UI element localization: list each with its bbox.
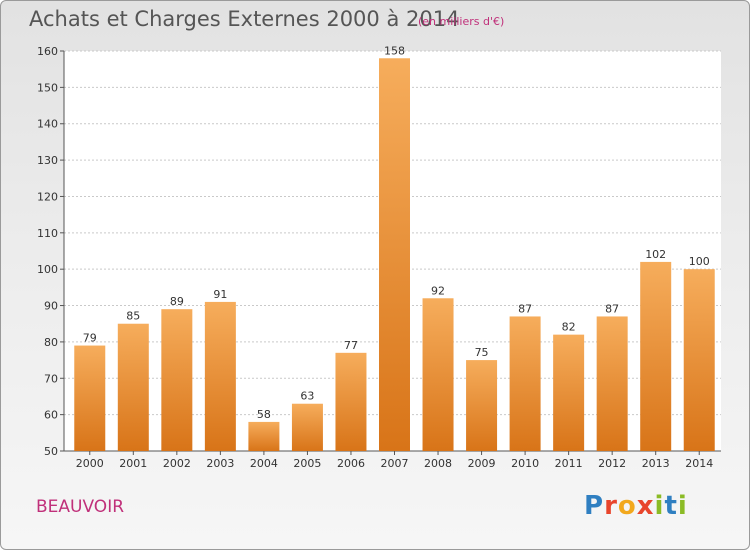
bar	[422, 298, 454, 451]
x-tick-label: 2010	[511, 457, 539, 470]
chart-subtitle: (en milliers d'€)	[418, 15, 505, 28]
x-tick-label: 2003	[206, 457, 234, 470]
x-tick-label: 2001	[119, 457, 147, 470]
x-tick-label: 2012	[598, 457, 626, 470]
bar	[117, 323, 149, 451]
bar	[74, 345, 106, 451]
x-tick-label: 2000	[76, 457, 104, 470]
bar	[466, 360, 498, 451]
data-label: 79	[83, 332, 97, 345]
bar	[509, 316, 541, 451]
bar	[161, 309, 193, 451]
data-label: 63	[300, 390, 314, 403]
data-label: 89	[170, 295, 184, 308]
chart-title: Achats et Charges Externes 2000 à 2014	[29, 7, 460, 31]
x-tick-label: 2011	[555, 457, 583, 470]
data-label: 100	[689, 255, 710, 268]
x-tick-label: 2013	[642, 457, 670, 470]
logo-letter: o	[617, 491, 637, 521]
bar	[553, 334, 585, 451]
bar	[640, 261, 672, 451]
bar	[291, 403, 323, 451]
data-label: 58	[257, 408, 271, 421]
y-tick-label: 50	[44, 445, 58, 458]
logo-letter: x	[636, 491, 655, 521]
logo-letter: t	[664, 491, 678, 521]
data-label: 158	[384, 44, 405, 57]
data-label: 87	[605, 302, 619, 315]
y-tick-label: 100	[37, 263, 58, 276]
bar	[248, 421, 280, 451]
logo-letter: i	[677, 491, 688, 521]
x-tick-label: 2009	[468, 457, 496, 470]
bar	[379, 58, 410, 451]
logo-letter: P	[584, 491, 605, 521]
bar	[335, 352, 367, 451]
data-label: 91	[213, 288, 227, 301]
y-tick-label: 90	[44, 300, 58, 313]
y-tick-label: 150	[37, 81, 58, 94]
x-tick-label: 2004	[250, 457, 278, 470]
bar	[596, 316, 628, 451]
x-tick-label: 2014	[685, 457, 713, 470]
y-tick-label: 140	[37, 118, 58, 131]
data-label: 102	[645, 248, 666, 261]
y-tick-label: 80	[44, 336, 58, 349]
x-tick-label: 2002	[163, 457, 191, 470]
data-label: 85	[126, 310, 140, 323]
data-label: 92	[431, 284, 445, 297]
data-label: 87	[518, 302, 532, 315]
bar	[204, 301, 236, 451]
bar	[683, 269, 715, 451]
logo-letter: i	[654, 491, 665, 521]
logo-letter: r	[604, 491, 618, 521]
y-tick-label: 60	[44, 409, 58, 422]
y-tick-label: 70	[44, 372, 58, 385]
y-tick-label: 110	[37, 227, 58, 240]
y-tick-label: 120	[37, 190, 58, 203]
y-tick-label: 160	[37, 45, 58, 58]
proxiti-logo[interactable]: Proxiti	[584, 491, 688, 521]
commune-name: BEAUVOIR	[36, 497, 125, 517]
data-label: 82	[562, 321, 576, 334]
y-tick-label: 130	[37, 154, 58, 167]
x-tick-label: 2006	[337, 457, 365, 470]
data-label: 77	[344, 339, 358, 352]
data-label: 75	[475, 346, 489, 359]
x-tick-label: 2007	[381, 457, 409, 470]
x-tick-label: 2008	[424, 457, 452, 470]
x-tick-label: 2005	[293, 457, 321, 470]
